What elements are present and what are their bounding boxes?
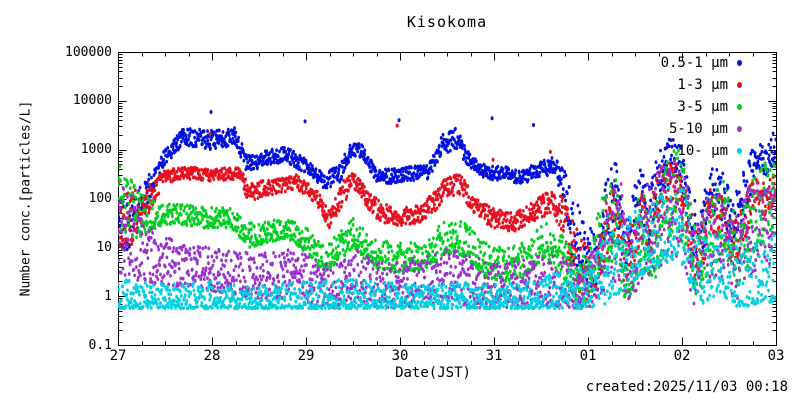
legend-item: 0.5-1 μm bbox=[0, 52, 800, 74]
legend-marker-dot bbox=[737, 148, 742, 154]
x-axis-title: Date(JST) bbox=[395, 365, 471, 381]
chart-title: Kisokoma bbox=[406, 13, 488, 31]
x-tick-label: 03 bbox=[767, 348, 785, 364]
x-tick-label: 31 bbox=[485, 348, 503, 364]
legend-marker-dot bbox=[737, 126, 742, 132]
legend-item-label: 10- μm bbox=[677, 143, 728, 159]
y-tick-label: 10000 bbox=[72, 93, 112, 109]
y-tick-label: 10 bbox=[96, 239, 112, 255]
legend-item-label: 3-5 μm bbox=[677, 99, 728, 115]
y-tick-label: 1 bbox=[104, 288, 112, 304]
legend-item: 3-5 μm bbox=[0, 96, 800, 118]
x-tick-label: 29 bbox=[297, 348, 315, 364]
legend-marker-dot bbox=[737, 104, 742, 110]
y-tick-label: 1000 bbox=[80, 142, 112, 158]
legend-item: 1-3 μm bbox=[0, 74, 800, 96]
legend-marker-dot bbox=[737, 82, 742, 88]
legend-item-label: 0.5-1 μm bbox=[660, 55, 728, 71]
x-tick-label: 30 bbox=[391, 348, 409, 364]
x-tick-label: 27 bbox=[109, 348, 127, 364]
y-tick-label: 100 bbox=[88, 191, 112, 206]
y-tick-label: 100000 bbox=[65, 44, 112, 60]
created-timestamp: created:2025/11/03 00:18 bbox=[585, 379, 788, 395]
legend-item-label: 1-3 μm bbox=[677, 77, 728, 93]
legend-item: 10- μm bbox=[0, 140, 800, 162]
y-tick-label: 0.1 bbox=[88, 337, 112, 353]
x-tick-label: 02 bbox=[673, 348, 691, 364]
legend-item: 5-10 μm bbox=[0, 118, 800, 140]
x-tick-label: 28 bbox=[203, 348, 221, 364]
x-tick-label: 01 bbox=[579, 348, 597, 364]
legend-item-label: 5-10 μm bbox=[668, 121, 728, 137]
legend-marker-dot bbox=[737, 60, 742, 66]
